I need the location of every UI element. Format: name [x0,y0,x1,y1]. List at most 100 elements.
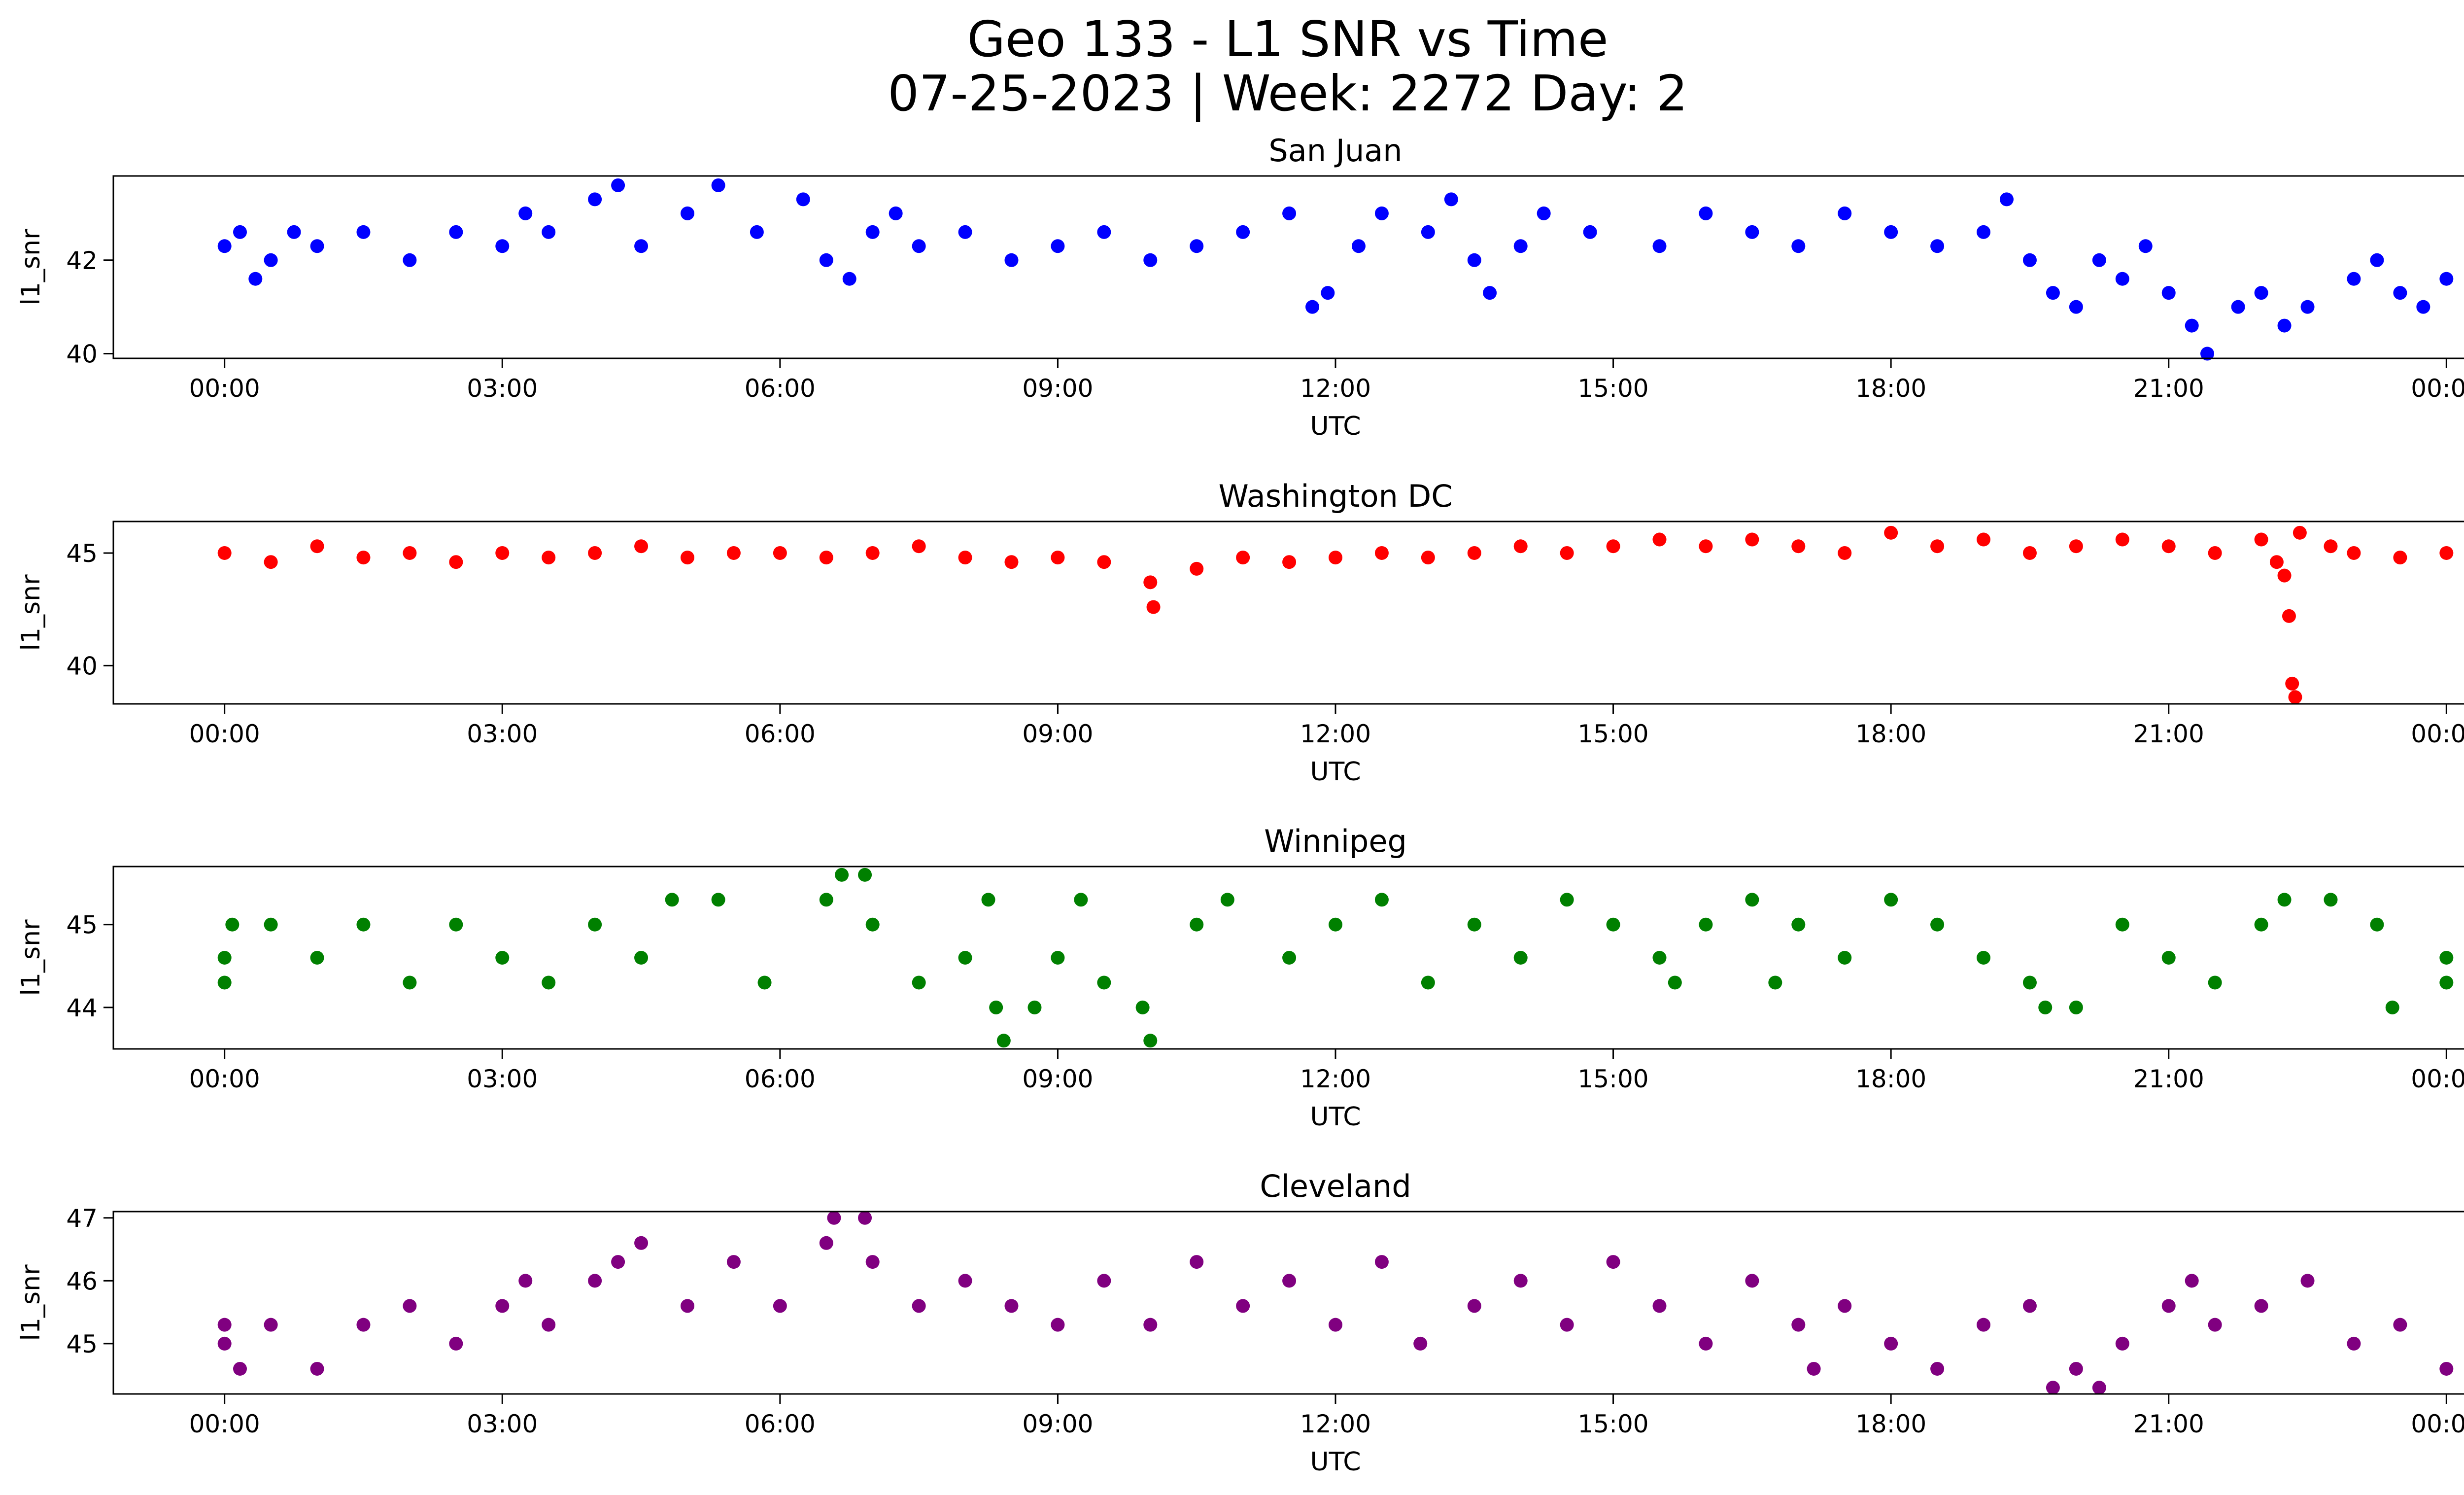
x-tick-label-san-juan-6: 18:00 [1855,374,1926,403]
data-point-washington-dc-36 [1838,546,1852,560]
data-point-cleveland-33 [1467,1299,1481,1313]
data-point-winnipeg-29 [1143,1034,1158,1048]
data-point-winnipeg-4 [310,951,324,965]
subplot-title-winnipeg: Winnipeg [1264,823,1407,859]
data-point-winnipeg-35 [1421,975,1435,990]
data-point-washington-dc-45 [2254,532,2268,547]
subplot-washington-dc: Washington DC 00:00 03:00 06:00 09:00 12:00 15… [16,478,2464,787]
x-tick-label-winnipeg-3: 09:00 [1022,1065,1093,1093]
data-point-washington-dc-50 [2288,690,2302,704]
data-point-washington-dc-23 [1236,551,1250,565]
data-point-cleveland-18 [827,1211,841,1225]
x-tick-label-washington-dc-2: 06:00 [745,720,816,748]
subplot-san-juan: San Juan 00:00 03:00 06:00 09:00 12:00 15:00 18… [16,133,2464,441]
data-point-winnipeg-55 [2208,975,2222,990]
x-tick-label-washington-dc-6: 18:00 [1855,720,1926,748]
data-point-cleveland-37 [1652,1299,1667,1313]
data-point-winnipeg-39 [1606,917,1620,932]
y-tick-label-san-juan-0: 40 [66,340,98,369]
y-tick-label-winnipeg-1: 45 [66,911,98,939]
x-tick-label-cleveland-0: 00:00 [189,1410,260,1438]
data-point-winnipeg-17 [858,868,872,882]
data-point-san-juan-5 [310,239,324,253]
data-point-cleveland-31 [1374,1255,1389,1269]
data-point-washington-dc-26 [1374,546,1389,560]
data-point-winnipeg-57 [2277,893,2292,907]
data-point-winnipeg-12 [665,893,679,907]
data-point-cleveland-8 [495,1299,510,1313]
data-point-washington-dc-53 [2347,546,2361,560]
data-point-washington-dc-6 [495,546,510,560]
x-tick-label-washington-dc-8: 00:00 [2411,720,2464,748]
data-point-washington-dc-55 [2439,546,2454,560]
y-tick-label-washington-dc-1: 45 [66,539,98,568]
data-point-washington-dc-24 [1282,555,1297,569]
data-point-cleveland-32 [1413,1336,1428,1351]
x-tick-label-washington-dc-7: 21:00 [2133,720,2204,748]
data-points-winnipeg [217,868,2454,1048]
x-tick-label-washington-dc-0: 00:00 [189,720,260,748]
data-point-san-juan-32 [1305,300,1320,314]
data-point-winnipeg-36 [1467,917,1481,932]
data-point-san-juan-15 [680,206,694,220]
x-tick-label-winnipeg-0: 00:00 [189,1065,260,1093]
data-point-san-juan-29 [1190,239,1204,253]
y-axis-label-san-juan: l1_snr [16,229,46,306]
data-point-washington-dc-47 [2277,568,2292,583]
data-point-cleveland-24 [1051,1318,1065,1332]
data-point-san-juan-43 [1652,239,1667,253]
y-axis-label-washington-dc: l1_snr [16,574,46,651]
data-point-winnipeg-47 [1884,893,1898,907]
data-point-cleveland-21 [912,1299,926,1313]
data-point-san-juan-18 [796,192,810,207]
data-point-washington-dc-16 [958,551,972,565]
data-point-cleveland-47 [2046,1381,2060,1395]
data-point-cleveland-25 [1097,1274,1111,1288]
data-point-san-juan-31 [1282,206,1297,220]
data-point-cleveland-42 [1838,1299,1852,1313]
data-point-san-juan-3 [264,253,278,267]
data-point-washington-dc-38 [1930,539,1945,554]
data-point-washington-dc-17 [1004,555,1019,569]
figure-title-line2: 07-25-2023 | Week: 2272 Day: 2 [888,65,1688,122]
data-point-san-juan-13 [611,178,625,192]
data-point-winnipeg-46 [1838,951,1852,965]
data-point-winnipeg-61 [2439,951,2454,965]
data-point-washington-dc-49 [2285,676,2299,691]
data-point-cleveland-16 [773,1299,787,1313]
data-point-winnipeg-1 [217,975,232,990]
plot-frame-cleveland [112,1211,2464,1395]
data-point-san-juan-11 [542,225,556,239]
y-tick-label-san-juan-1: 42 [66,246,98,275]
data-point-san-juan-57 [2138,239,2153,253]
data-point-cleveland-10 [542,1318,556,1332]
y-tick-label-cleveland-1: 46 [66,1267,98,1295]
data-point-washington-dc-3 [356,551,371,565]
data-point-winnipeg-11 [634,951,649,965]
data-point-san-juan-25 [1004,253,1019,267]
data-point-cleveland-19 [858,1211,872,1225]
data-point-washington-dc-20 [1143,575,1158,590]
data-point-cleveland-14 [680,1299,694,1313]
data-point-washington-dc-7 [542,551,556,565]
data-point-san-juan-6 [356,225,371,239]
x-axis-label-san-juan: UTC [1310,412,1361,441]
data-point-cleveland-13 [634,1236,649,1250]
data-point-washington-dc-35 [1791,539,1806,554]
data-point-cleveland-2 [233,1361,247,1376]
data-point-winnipeg-8 [495,951,510,965]
data-point-washington-dc-41 [2069,539,2083,554]
x-tick-label-washington-dc-3: 09:00 [1022,720,1093,748]
data-point-winnipeg-62 [2439,975,2454,990]
data-point-washington-dc-46 [2269,555,2284,569]
data-point-winnipeg-6 [403,975,417,990]
y-axis-label-cleveland: l1_snr [16,1264,46,1341]
data-point-san-juan-39 [1483,286,1497,300]
data-point-cleveland-20 [865,1255,880,1269]
data-point-san-juan-69 [2439,272,2454,286]
data-point-san-juan-66 [2370,253,2384,267]
data-point-cleveland-38 [1699,1336,1713,1351]
x-tick-label-winnipeg-5: 15:00 [1578,1065,1649,1093]
data-point-san-juan-47 [1838,206,1852,220]
data-point-winnipeg-19 [912,975,926,990]
